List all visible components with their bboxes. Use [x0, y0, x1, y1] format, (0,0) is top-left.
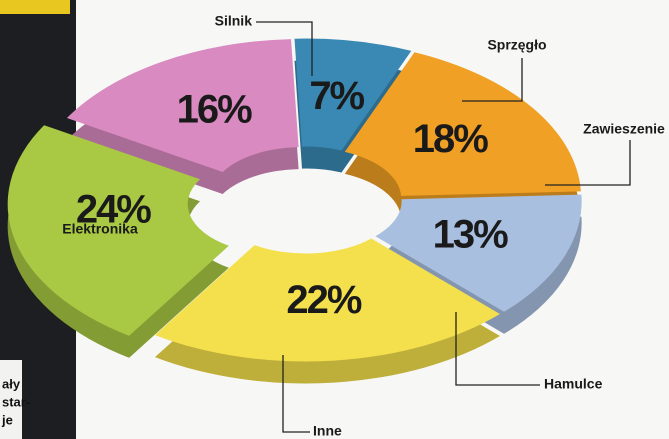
category-label: Elektronika: [62, 221, 138, 237]
value-label: 16%: [177, 87, 252, 131]
category-label: Sprzęgło: [487, 37, 546, 53]
category-label: Hamulce: [544, 376, 603, 392]
category-label: Silnik: [215, 13, 253, 29]
side-text: ały: [2, 376, 21, 391]
side-text: je: [1, 412, 13, 427]
value-label: 7%: [309, 74, 364, 118]
page: ałystar-je 16%7%18%13%22%24%SilnikSprzęg…: [0, 0, 669, 439]
side-photo-accent: [0, 0, 70, 14]
value-label: 18%: [413, 117, 488, 161]
category-label: Inne: [313, 423, 342, 439]
side-text: star-: [2, 394, 30, 409]
value-label: 13%: [433, 212, 508, 256]
category-label: Zawieszenie: [583, 121, 665, 137]
value-label: 22%: [286, 278, 361, 322]
